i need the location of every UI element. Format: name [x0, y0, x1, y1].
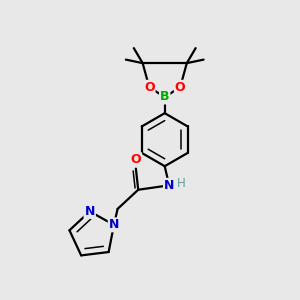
Text: B: B: [160, 91, 169, 103]
Text: N: N: [164, 179, 174, 192]
Text: N: N: [109, 218, 119, 231]
Text: O: O: [144, 81, 154, 94]
Text: O: O: [130, 153, 141, 166]
Text: N: N: [85, 205, 95, 218]
Text: O: O: [175, 81, 185, 94]
Text: H: H: [177, 177, 186, 190]
